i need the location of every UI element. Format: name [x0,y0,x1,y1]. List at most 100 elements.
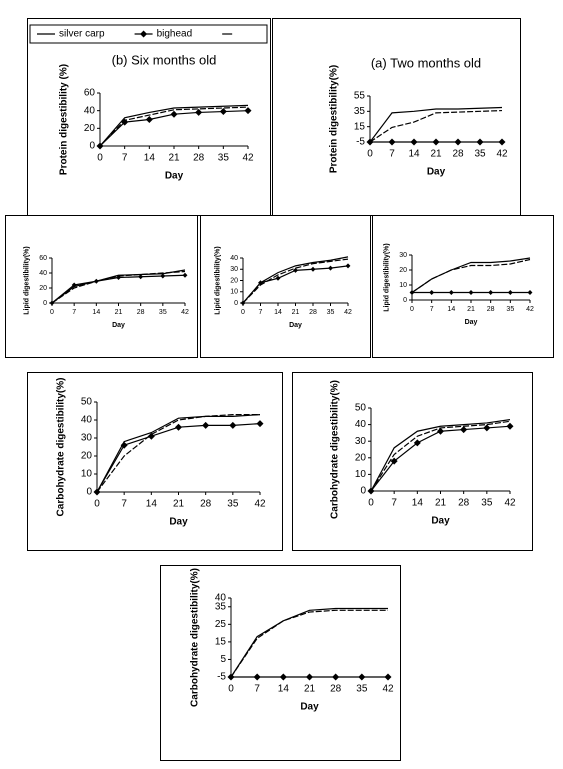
series-marker [170,110,178,118]
series-marker [256,420,264,428]
x-axis-label: Day [112,322,125,329]
x-tick-label: 28 [487,306,495,313]
series-line [99,106,249,147]
x-tick-label: 21 [304,684,316,695]
x-tick-label: 21 [292,309,300,316]
series-marker [488,290,494,295]
series-line [369,109,503,143]
y-tick-label: 20 [230,277,238,284]
x-axis-label: Day [431,516,450,527]
y-tick-label: 30 [399,252,407,259]
y-tick-label: 35 [354,106,366,117]
series-marker [306,673,313,681]
x-tick-label: 42 [526,306,534,313]
y-axis-label: Carbohydrate digestibility(%) [56,378,67,517]
y-tick-label: 0 [89,141,95,152]
series-marker [147,432,155,440]
series-marker [229,421,237,429]
x-tick-label: 7 [430,306,434,313]
x-tick-label: 28 [137,309,145,316]
x-tick-label: 7 [391,498,397,509]
chart-title: (a) Two months old [371,55,481,70]
x-tick-label: 35 [481,498,493,509]
series-marker [293,267,298,273]
series-marker [410,138,418,146]
y-tick-label: 20 [355,452,367,463]
x-tick-label: 0 [368,498,374,509]
x-tick-label: 0 [94,499,100,510]
series-line [370,420,511,492]
x-tick-label: 28 [200,499,212,510]
x-tick-label: 14 [144,153,156,164]
panel-frame [272,18,521,216]
x-tick-label: 42 [496,149,508,160]
y-tick-label: 20 [399,267,407,274]
x-tick-label: 14 [274,309,282,316]
series-marker [121,118,129,126]
x-tick-label: 21 [435,498,447,509]
x-tick-label: 35 [356,684,368,695]
series-marker [390,457,398,465]
x-tick-label: 42 [254,499,266,510]
y-tick-label: 20 [39,285,47,292]
x-tick-label: 21 [168,153,180,164]
x-tick-label: 28 [309,309,317,316]
series-marker [120,441,128,449]
y-tick-label: 60 [39,255,47,262]
x-tick-label: 14 [447,306,455,313]
series-line [99,104,249,147]
x-tick-label: 21 [430,149,442,160]
y-tick-label: 10 [399,282,407,289]
x-tick-label: 14 [146,499,158,510]
x-tick-label: 0 [241,309,245,316]
y-axis-label: Lipid digestibility(%) [215,246,222,314]
series-marker [507,290,513,295]
series-line [96,414,260,493]
series-marker [219,108,227,116]
x-tick-label: 0 [410,306,414,313]
x-tick-label: 7 [122,153,128,164]
x-tick-label: 0 [50,309,54,316]
series-marker [310,266,316,272]
series-marker [460,426,468,434]
series-marker [253,673,261,681]
x-tick-label: 7 [254,684,260,695]
series-line [230,607,388,678]
series-marker [388,138,396,146]
series-marker [468,290,474,295]
x-tick-label: 35 [506,306,514,313]
y-tick-label: 50 [355,403,367,414]
series-marker [429,290,435,295]
y-tick-label: 30 [355,436,367,447]
panel-frame [5,215,198,358]
series-marker [244,107,252,115]
series-marker [182,272,188,278]
y-tick-label: -5 [217,672,226,683]
series-marker [476,138,484,146]
x-axis-label: Day [289,322,302,329]
y-tick-label: 10 [355,469,367,480]
y-tick-label: 5 [220,654,226,665]
series-marker [345,263,351,269]
series-marker [506,422,514,430]
x-tick-label: 14 [92,309,100,316]
series-marker [145,116,153,123]
x-tick-label: 28 [330,684,342,695]
series-marker [160,273,166,279]
x-axis-label: Day [169,517,188,528]
legend-label: silver carp [59,29,105,40]
y-tick-label: 10 [230,289,238,296]
x-tick-label: 35 [159,309,167,316]
y-tick-label: 0 [86,487,92,498]
y-tick-label: 40 [355,419,367,430]
y-axis-label: Lipid digestibility(%) [24,246,31,314]
series-marker [175,423,182,431]
x-tick-label: 7 [72,309,76,316]
y-tick-label: 0 [234,300,238,307]
series-line [411,257,531,293]
series-marker [138,274,144,280]
series-marker [498,138,506,146]
y-tick-label: 30 [230,266,238,273]
y-tick-label: 0 [360,486,366,497]
series-marker [483,424,491,432]
